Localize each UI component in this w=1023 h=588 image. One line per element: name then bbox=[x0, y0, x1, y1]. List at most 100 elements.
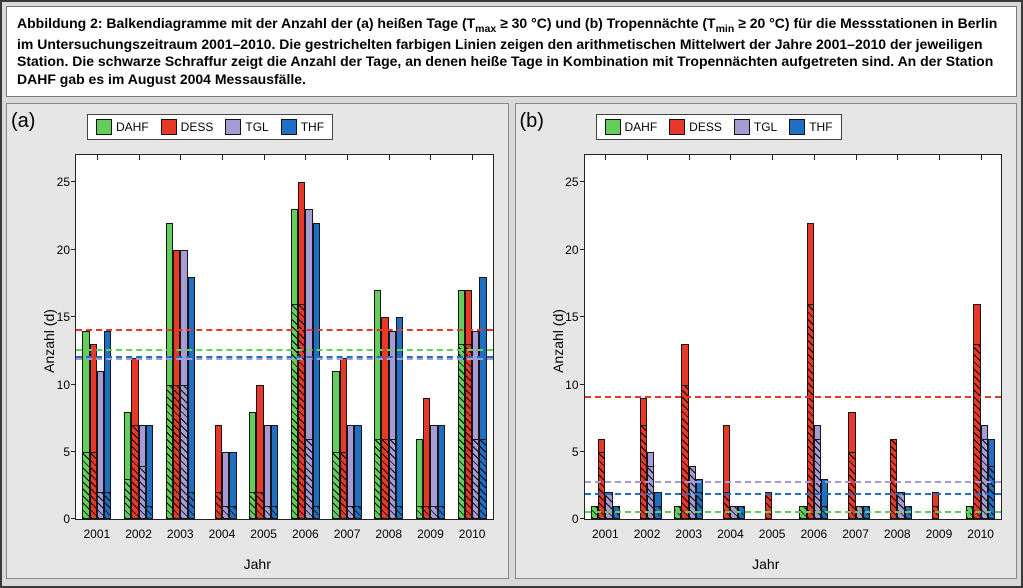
bar-hatch bbox=[374, 439, 381, 520]
bar-hatch bbox=[966, 506, 973, 519]
ytick: 0 bbox=[40, 512, 76, 526]
ytick: 5 bbox=[40, 445, 76, 459]
xtick: 2004 bbox=[209, 519, 236, 541]
mean-line-thf bbox=[76, 356, 493, 358]
legend-item-tgl: TGL bbox=[734, 119, 777, 135]
xtick: 2007 bbox=[842, 519, 869, 541]
legend-swatch bbox=[281, 119, 297, 135]
bar-hatch bbox=[256, 492, 263, 519]
bar-hatch bbox=[807, 304, 814, 520]
bar-hatch bbox=[389, 439, 396, 520]
legend-swatch bbox=[605, 119, 621, 135]
bar-hatch bbox=[856, 506, 863, 519]
xlabel-b: Jahr bbox=[752, 556, 779, 572]
bar-hatch bbox=[932, 506, 939, 519]
bar-hatch bbox=[215, 492, 222, 519]
plot-area-a: 0510152025200120022003200420052006200720… bbox=[75, 154, 494, 520]
bar-hatch bbox=[765, 492, 772, 519]
cap-sub1: max bbox=[475, 23, 496, 35]
ytick-mark bbox=[71, 181, 76, 182]
legend-item-dess: DESS bbox=[161, 119, 214, 135]
bar-hatch bbox=[696, 492, 703, 519]
xtick-mark bbox=[897, 155, 898, 160]
bar-hatch bbox=[305, 439, 312, 520]
legend-item-dahf: DAHF bbox=[605, 119, 658, 135]
ytick: 20 bbox=[549, 243, 585, 257]
bar-hatch bbox=[605, 492, 612, 519]
legend-label: TGL bbox=[754, 120, 777, 134]
xtick: 2008 bbox=[375, 519, 402, 541]
xtick: 2009 bbox=[926, 519, 953, 541]
ytick-mark bbox=[580, 316, 585, 317]
mean-line-tgl bbox=[585, 481, 1002, 483]
bar-hatch bbox=[298, 304, 305, 520]
bar-hatch bbox=[124, 479, 131, 519]
xtick-mark bbox=[389, 155, 390, 160]
ytick: 10 bbox=[549, 378, 585, 392]
ytick-mark bbox=[580, 181, 585, 182]
legend-swatch bbox=[734, 119, 750, 135]
ytick-mark bbox=[71, 451, 76, 452]
bar-hatch bbox=[229, 506, 236, 519]
mean-line-dess bbox=[76, 329, 493, 331]
bar-hatch bbox=[340, 452, 347, 519]
bar-hatch bbox=[863, 506, 870, 519]
bar-dess bbox=[423, 398, 430, 519]
bar-hatch bbox=[264, 506, 271, 519]
bar-hatch bbox=[591, 506, 598, 519]
bar-hatch bbox=[222, 506, 229, 519]
ytick-mark bbox=[580, 518, 585, 519]
panel-b-label: (b) bbox=[520, 110, 544, 133]
xtick-mark bbox=[222, 155, 223, 160]
bar-hatch bbox=[799, 506, 806, 519]
bar-hatch bbox=[82, 452, 89, 519]
legend-label: DESS bbox=[181, 120, 214, 134]
plot-area-b: 0510152025200120022003200420052006200720… bbox=[584, 154, 1003, 520]
xtick: 2004 bbox=[717, 519, 744, 541]
bar-hatch bbox=[139, 466, 146, 520]
xtick: 2002 bbox=[125, 519, 152, 541]
legend-swatch bbox=[789, 119, 805, 135]
bar-hatch bbox=[166, 385, 173, 520]
legend-label: DESS bbox=[689, 120, 722, 134]
bar-hatch bbox=[458, 344, 465, 519]
legend-a: DAHFDESSTGLTHF bbox=[87, 114, 333, 140]
bar-hatch bbox=[332, 452, 339, 519]
xtick: 2003 bbox=[675, 519, 702, 541]
mean-line-dess bbox=[585, 396, 1002, 398]
panels-row: (a) DAHFDESSTGLTHF Anzahl (d) 0510152025… bbox=[6, 103, 1017, 579]
xtick: 2007 bbox=[334, 519, 361, 541]
xtick: 2001 bbox=[592, 519, 619, 541]
bar-hatch bbox=[90, 452, 97, 519]
bar-hatch bbox=[354, 506, 361, 519]
cap-prefix: Abbildung 2: Balkendiagramme mit der Anz… bbox=[17, 15, 475, 31]
xtick-mark bbox=[347, 155, 348, 160]
xtick: 2010 bbox=[967, 519, 994, 541]
legend-label: THF bbox=[301, 120, 324, 134]
xtick-mark bbox=[772, 155, 773, 160]
xtick: 2005 bbox=[759, 519, 786, 541]
xtick: 2003 bbox=[167, 519, 194, 541]
legend-label: DAHF bbox=[625, 120, 658, 134]
ytick: 20 bbox=[40, 243, 76, 257]
xtick-mark bbox=[981, 155, 982, 160]
xtick-mark bbox=[689, 155, 690, 160]
bar-hatch bbox=[848, 452, 855, 519]
xtick: 2006 bbox=[800, 519, 827, 541]
xtick-mark bbox=[97, 155, 98, 160]
xtick-mark bbox=[605, 155, 606, 160]
bar-hatch bbox=[291, 304, 298, 520]
ytick: 0 bbox=[549, 512, 585, 526]
figure-frame: Abbildung 2: Balkendiagramme mit der Anz… bbox=[0, 0, 1023, 588]
bar-hatch bbox=[472, 439, 479, 520]
bar-hatch bbox=[146, 506, 153, 519]
bar-hatch bbox=[465, 344, 472, 519]
bar-hatch bbox=[430, 506, 437, 519]
mean-line-tgl bbox=[76, 358, 493, 360]
cap-sub2: min bbox=[716, 23, 735, 35]
xtick-mark bbox=[730, 155, 731, 160]
ytick-mark bbox=[71, 518, 76, 519]
ytick-mark bbox=[580, 249, 585, 250]
bar-hatch bbox=[347, 506, 354, 519]
mean-line-dahf bbox=[76, 349, 493, 351]
